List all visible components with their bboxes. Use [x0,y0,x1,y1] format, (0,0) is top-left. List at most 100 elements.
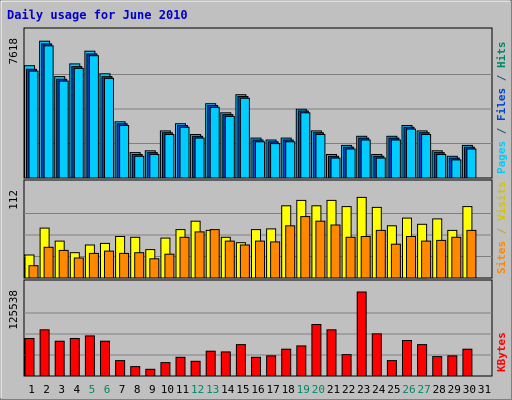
bar-visits-s1-day-8 [134,252,145,279]
legend-entry: / [495,221,508,241]
bar-visits-s1-day-22 [345,236,356,279]
legend-entry: KBytes [495,332,508,372]
x-tick-label-3: 3 [58,383,65,396]
panel-kbytes-legend: KBytes [495,332,508,372]
bar-visits-s1-day-24 [375,229,386,279]
panel-hits-legend: Pages / Files / Hits [495,42,508,175]
bar-visits-s1-day-17 [270,241,281,279]
x-axis: 1 2 3 4 5 6 7 8 9 10 11 12 13 14 15 16 17 18 19 20 21 22 23 24 2… [28,383,491,396]
bar-visits-s1-day-19 [300,216,311,279]
bar-visits-s1-day-11 [179,236,190,279]
bar-visits-s1-day-23 [360,236,371,279]
x-tick-label-11: 11 [176,383,189,396]
x-tick-label-12: 12 [191,383,204,396]
bar-kbytes-s0-day-14 [220,351,231,377]
bar-hits-s2-day-21 [330,157,341,179]
bar-kbytes-s0-day-17 [266,355,277,377]
x-tick-label-27: 27 [417,383,430,396]
bar-hits-s2-day-22 [345,148,356,179]
bar-hits-s2-day-5 [88,55,99,179]
x-tick-label-28: 28 [433,383,446,396]
bar-hits-s2-day-17 [270,143,281,179]
bar-hits-s2-day-24 [375,157,386,179]
panel-kbytes: 125538 KBytes [7,279,508,377]
bar-hits-s2-day-12 [194,137,205,179]
bar-kbytes-s0-day-9 [145,368,156,377]
bar-kbytes-s0-day-24 [371,333,382,377]
bar-kbytes-s0-day-2 [39,329,50,377]
legend-entry: / [495,121,508,141]
legend-entry: / [495,68,508,88]
x-tick-label-26: 26 [402,383,415,396]
legend-entry: Sites [495,241,508,274]
bar-hits-s2-day-3 [58,80,69,179]
legend-entry: Pages [495,141,508,174]
x-tick-label-23: 23 [357,383,370,396]
bar-kbytes-s0-day-29 [447,355,458,377]
x-tick-label-2: 2 [43,383,50,396]
x-tick-label-6: 6 [104,383,111,396]
bar-hits-s2-day-28 [436,154,447,179]
bar-kbytes-s0-day-20 [311,324,322,377]
x-tick-label-5: 5 [89,383,96,396]
x-tick-label-19: 19 [297,383,310,396]
bar-visits-s1-day-20 [315,220,326,279]
bar-hits-s2-day-13 [209,106,220,179]
bar-kbytes-s0-day-10 [160,362,171,377]
bar-visits-s1-day-1 [28,265,39,279]
bar-visits-s1-day-3 [58,249,69,279]
x-tick-label-7: 7 [119,383,126,396]
bar-hits-s2-day-11 [179,126,190,179]
x-tick-label-22: 22 [342,383,355,396]
bar-hits-s2-day-30 [466,148,477,179]
bar-hits-s2-day-27 [421,134,432,179]
bar-kbytes-s0-day-22 [341,354,352,377]
bar-kbytes-s0-day-21 [326,329,337,377]
x-tick-label-1: 1 [28,383,35,396]
bar-kbytes-s0-day-28 [432,356,443,377]
bar-kbytes-s0-day-11 [175,356,186,377]
bar-hits-s2-day-26 [406,128,416,179]
legend-entry: Files [495,88,508,121]
bar-hits-s2-day-1 [28,70,39,179]
bar-hits-s2-day-10 [164,134,175,179]
bar-kbytes-s0-day-16 [251,356,261,377]
bar-hits-s2-day-18 [285,141,296,179]
x-tick-label-31: 31 [478,383,491,396]
bar-kbytes-s0-day-4 [69,338,80,377]
bar-visits-s1-day-25 [390,243,401,279]
x-tick-label-24: 24 [372,383,386,396]
bar-visits-s1-day-12 [194,231,205,279]
bar-hits-s2-day-2 [43,45,54,179]
bar-hits-s2-day-6 [104,77,114,179]
bar-visits-s1-day-10 [164,253,175,279]
panel-visits-max-label: 112 [7,190,20,210]
x-tick-label-4: 4 [73,383,80,396]
bar-visits-s1-day-28 [436,239,447,279]
bar-hits-s2-day-23 [360,139,371,179]
x-tick-label-14: 14 [221,383,235,396]
bar-visits-s1-day-26 [406,236,416,279]
x-tick-label-15: 15 [236,383,249,396]
bar-hits-s2-day-20 [315,134,326,179]
bar-kbytes-s0-day-30 [462,348,473,377]
bar-visits-s1-day-16 [255,240,265,279]
panel-hits-max-label: 7618 [7,38,20,65]
bar-visits-s1-day-6 [104,250,114,279]
bar-kbytes-s0-day-15 [235,344,246,377]
bar-hits-s2-day-16 [255,141,265,179]
bar-visits-s1-day-27 [421,240,432,279]
bar-visits-s1-day-30 [466,229,477,279]
bar-kbytes-s0-day-23 [356,291,367,377]
chart-title: Daily usage for June 2010 [7,8,188,22]
bar-hits-s2-day-29 [451,159,462,179]
bar-kbytes-s0-day-1 [24,338,35,377]
x-tick-label-21: 21 [327,383,340,396]
bar-kbytes-s0-day-5 [84,335,95,377]
x-tick-label-18: 18 [282,383,295,396]
x-tick-label-13: 13 [206,383,219,396]
legend-entry: Hits [495,42,508,69]
x-tick-label-9: 9 [149,383,156,396]
bar-hits-s2-day-7 [119,125,130,179]
